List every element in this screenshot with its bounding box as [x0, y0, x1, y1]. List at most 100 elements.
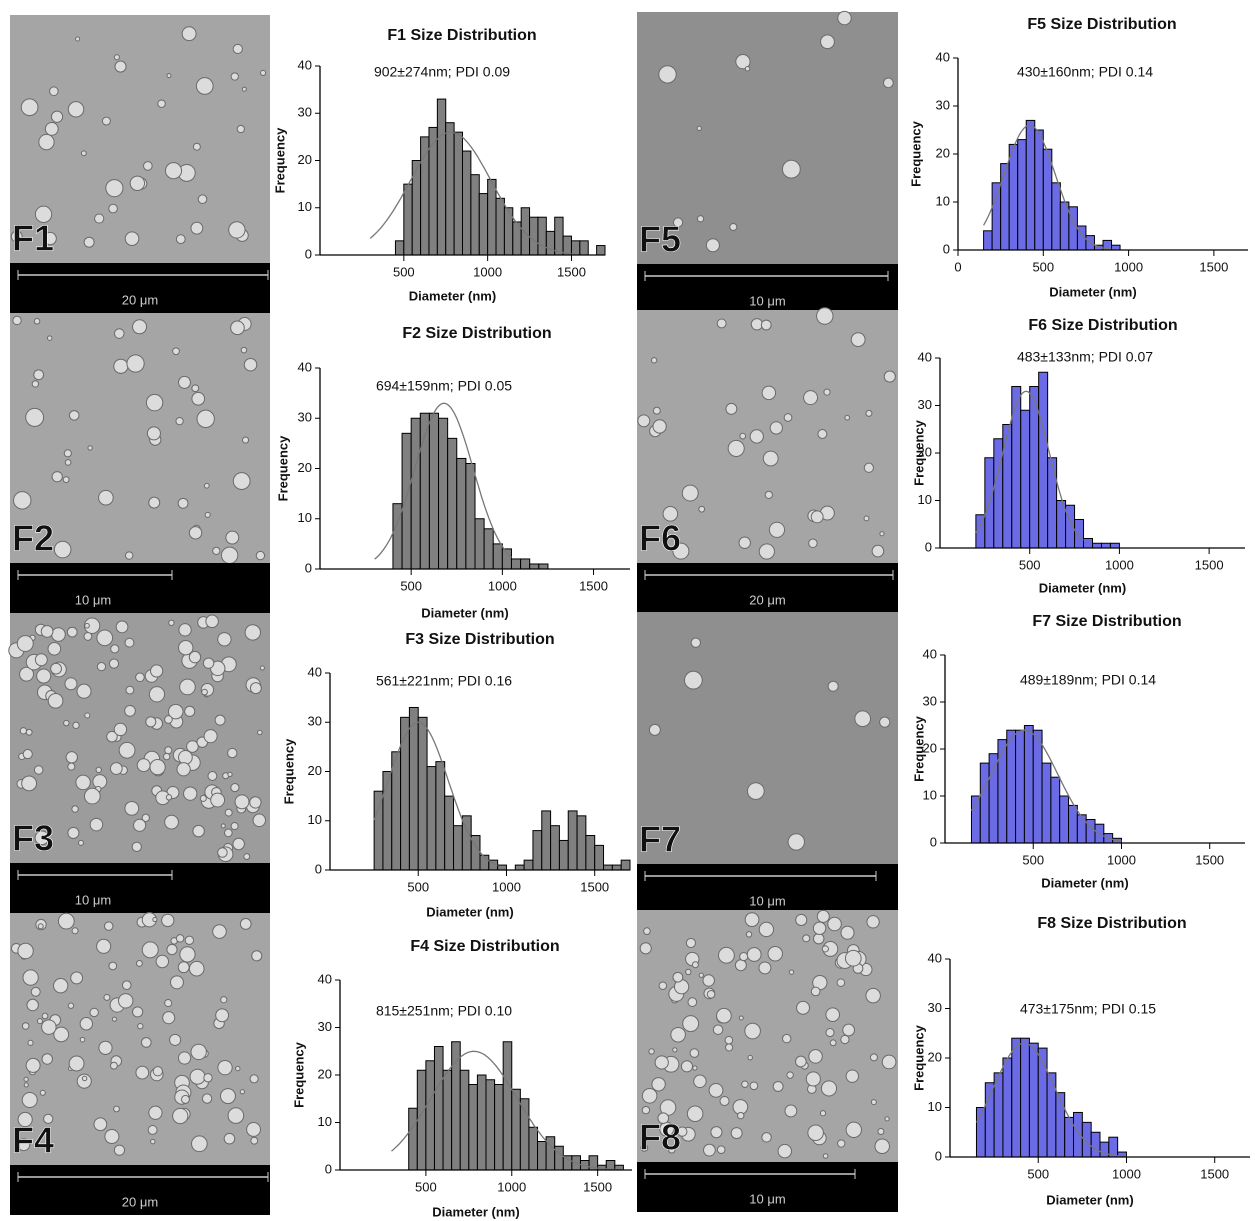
particle	[148, 1105, 163, 1120]
y-tick-label: 10	[936, 193, 950, 208]
particle	[136, 758, 151, 773]
bar	[611, 864, 622, 871]
particle	[66, 626, 78, 638]
particle	[762, 450, 779, 467]
particle	[47, 693, 64, 709]
micrograph-image	[10, 313, 270, 563]
annotation: 483±133nm; PDI 0.07	[1017, 349, 1153, 365]
particle	[19, 727, 28, 735]
particle	[65, 751, 78, 764]
y-tick-label: 0	[305, 560, 312, 575]
particle	[70, 971, 84, 985]
bar	[1038, 371, 1049, 549]
particle	[135, 672, 145, 683]
particle	[230, 72, 239, 81]
bar	[428, 412, 440, 570]
particle	[837, 1139, 846, 1148]
particle	[161, 913, 175, 928]
particle	[881, 1054, 897, 1070]
bar	[520, 558, 531, 570]
bar	[1000, 163, 1010, 251]
particle	[746, 947, 762, 962]
y-tick-label: 0	[325, 1161, 332, 1176]
particle	[177, 1051, 192, 1065]
y-tick-label: 10	[308, 812, 322, 827]
micrograph: 10 μm F2	[10, 313, 270, 613]
bar	[470, 174, 480, 256]
particle	[716, 1145, 726, 1155]
annotation: 561±221nm; PDI 0.16	[376, 673, 512, 689]
particle	[691, 961, 699, 969]
bar	[1020, 1037, 1030, 1158]
particle	[202, 657, 215, 669]
particle	[758, 961, 772, 975]
bar	[594, 844, 605, 871]
particle	[178, 639, 194, 656]
particle	[67, 826, 80, 839]
particle	[249, 796, 262, 809]
x-tick-label: 1000	[497, 1179, 526, 1194]
bar	[1015, 729, 1025, 844]
particle	[761, 1132, 772, 1143]
particle	[223, 828, 233, 838]
particle	[17, 1111, 33, 1128]
histogram-chart: F1 Size Distribution 902±274nm; PDI 0.09 0…	[272, 27, 606, 303]
bar	[979, 762, 990, 844]
y-tick-label: 20	[918, 444, 932, 459]
annotation: 815±251nm; PDI 0.10	[376, 1003, 512, 1019]
particle	[165, 794, 173, 801]
bar	[1083, 538, 1094, 549]
particle	[129, 175, 146, 191]
particle	[225, 530, 240, 545]
x-tick-label: 500	[400, 578, 422, 593]
bar	[1100, 542, 1111, 549]
bar	[382, 771, 393, 871]
chart-title: F3 Size Distribution	[405, 631, 554, 648]
particle	[749, 1081, 759, 1091]
particle	[746, 782, 765, 800]
particle	[214, 714, 226, 726]
particle	[810, 510, 824, 524]
bar	[444, 795, 455, 871]
particle	[783, 413, 793, 422]
scale-bar-label: 10 μm	[75, 892, 111, 907]
bar	[558, 839, 569, 871]
bar	[991, 182, 1002, 251]
particle	[13, 491, 32, 510]
particle	[217, 1059, 233, 1076]
particle	[220, 996, 228, 1004]
particle	[33, 369, 45, 381]
x-tick-label: 1500	[579, 578, 608, 593]
particle	[53, 1026, 70, 1043]
particle	[53, 977, 69, 994]
particle	[110, 644, 120, 654]
particle	[150, 664, 164, 678]
particle	[135, 1065, 150, 1080]
bar	[1017, 139, 1027, 251]
particle	[819, 1110, 827, 1117]
particle	[812, 921, 827, 935]
histogram-chart: F8 Size Distribution 473±175nm; PDI 0.15 0…	[911, 915, 1250, 1207]
particle	[33, 765, 44, 775]
scale-strip	[10, 263, 270, 313]
particle	[201, 1093, 213, 1104]
bar	[570, 240, 581, 256]
y-tick-label: 20	[923, 740, 937, 755]
particle	[47, 641, 62, 656]
x-tick-label: 500	[1027, 1166, 1049, 1181]
particle	[802, 934, 811, 943]
particle	[179, 678, 196, 696]
particle	[143, 161, 153, 171]
bar	[400, 716, 410, 871]
particle	[21, 1022, 30, 1030]
particle	[212, 924, 227, 939]
particle	[805, 1071, 821, 1087]
particle	[739, 952, 749, 962]
particle	[734, 959, 747, 972]
particle	[230, 320, 245, 336]
particle	[810, 986, 821, 997]
bar	[483, 528, 494, 570]
particle	[692, 1065, 698, 1071]
particle	[689, 1048, 700, 1058]
particle	[75, 36, 81, 42]
